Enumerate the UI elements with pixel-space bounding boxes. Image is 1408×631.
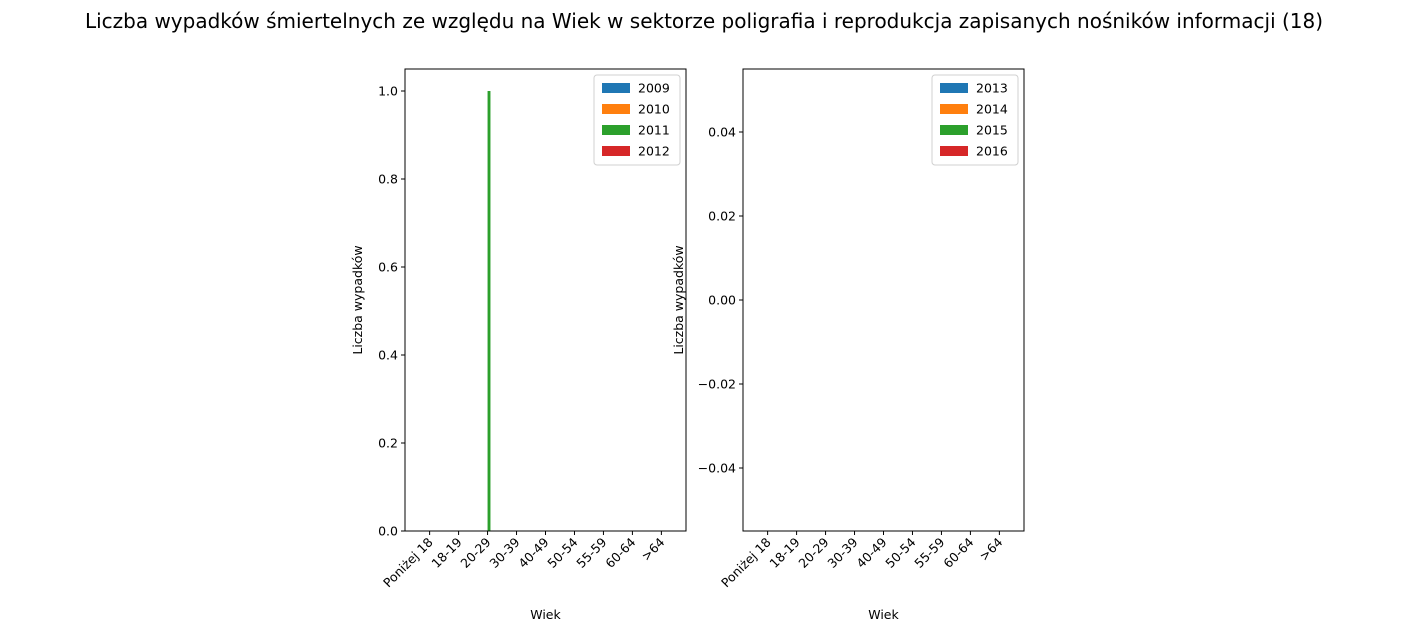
x-tick-label: 60-64: [602, 534, 638, 570]
legend-label-2016: 2016: [976, 144, 1008, 159]
x-tick-label: Poniżej 18: [718, 534, 774, 590]
y-tick-label: 0.00: [708, 293, 736, 308]
legend-label-2009: 2009: [638, 81, 670, 96]
x-tick-label: >64: [976, 534, 1005, 563]
legend-swatch-2009: [602, 83, 630, 93]
x-axis-label: Wiek: [530, 607, 561, 622]
y-tick-label: 0.04: [708, 125, 736, 140]
legend-box: [593, 74, 681, 166]
x-tick-label: 40-49: [853, 534, 889, 570]
y-tick-label: 0.8: [378, 172, 398, 187]
legend: 2009 2010 2011 2012: [593, 74, 681, 166]
x-tick-label: Poniżej 18: [380, 534, 436, 590]
x-tick-label: 50-54: [882, 534, 918, 570]
chart-right: −0.04 −0.02 0.00 0.02 0.04 Poniżej 1818-1920-…: [671, 68, 1025, 622]
x-tick-label: 18-19: [428, 534, 464, 570]
legend-label-2013: 2013: [976, 81, 1008, 96]
y-tick-label: 0.4: [378, 348, 398, 363]
x-tick-label: 30-39: [824, 534, 860, 570]
legend-swatch-2014: [940, 104, 968, 114]
y-axis-label: Liczba wypadków: [350, 245, 365, 354]
legend-box: [931, 74, 1019, 166]
legend-swatch-2012: [602, 146, 630, 156]
y-tick-label: 0.02: [708, 209, 736, 224]
legend-swatch-2011: [602, 125, 630, 135]
x-tick-label: 20-29: [795, 534, 831, 570]
y-tick-label: 1.0: [378, 84, 398, 99]
x-tick-label: 30-39: [486, 534, 522, 570]
y-axis-label: Liczba wypadków: [671, 245, 686, 354]
x-tick-label: >64: [638, 534, 667, 563]
x-axis-label: Wiek: [868, 607, 899, 622]
legend-label-2015: 2015: [976, 123, 1008, 138]
legend: 2013 2014 2015 2016: [931, 74, 1019, 166]
legend-label-2010: 2010: [638, 102, 670, 117]
y-tick-label: 0.2: [378, 436, 398, 451]
x-tick-label: 40-49: [515, 534, 551, 570]
legend-label-2012: 2012: [638, 144, 670, 159]
y-tick-label: −0.02: [698, 377, 736, 392]
legend-label-2014: 2014: [976, 102, 1008, 117]
legend-swatch-2013: [940, 83, 968, 93]
bar-2011-20-29: [487, 91, 491, 531]
y-tick-label: 0.6: [378, 260, 398, 275]
x-tick-label: 55-59: [911, 534, 947, 570]
x-tick-label: 18-19: [766, 534, 802, 570]
y-tick-label: 0.0: [378, 524, 398, 539]
y-tick-label: −0.04: [698, 461, 736, 476]
x-tick-label: 50-54: [544, 534, 580, 570]
chart-left: 0.0 0.2 0.4 0.6 0.8 1.0 Poniżej 1818-1920-2930…: [350, 68, 687, 622]
figure-title: Liczba wypadków śmiertelnych ze względu …: [84, 9, 1324, 33]
legend-label-2011: 2011: [638, 123, 670, 138]
x-tick-label: 60-64: [940, 534, 976, 570]
legend-swatch-2016: [940, 146, 968, 156]
x-tick-label: 55-59: [573, 534, 609, 570]
legend-swatch-2015: [940, 125, 968, 135]
legend-swatch-2010: [602, 104, 630, 114]
x-tick-label: 20-29: [457, 534, 493, 570]
